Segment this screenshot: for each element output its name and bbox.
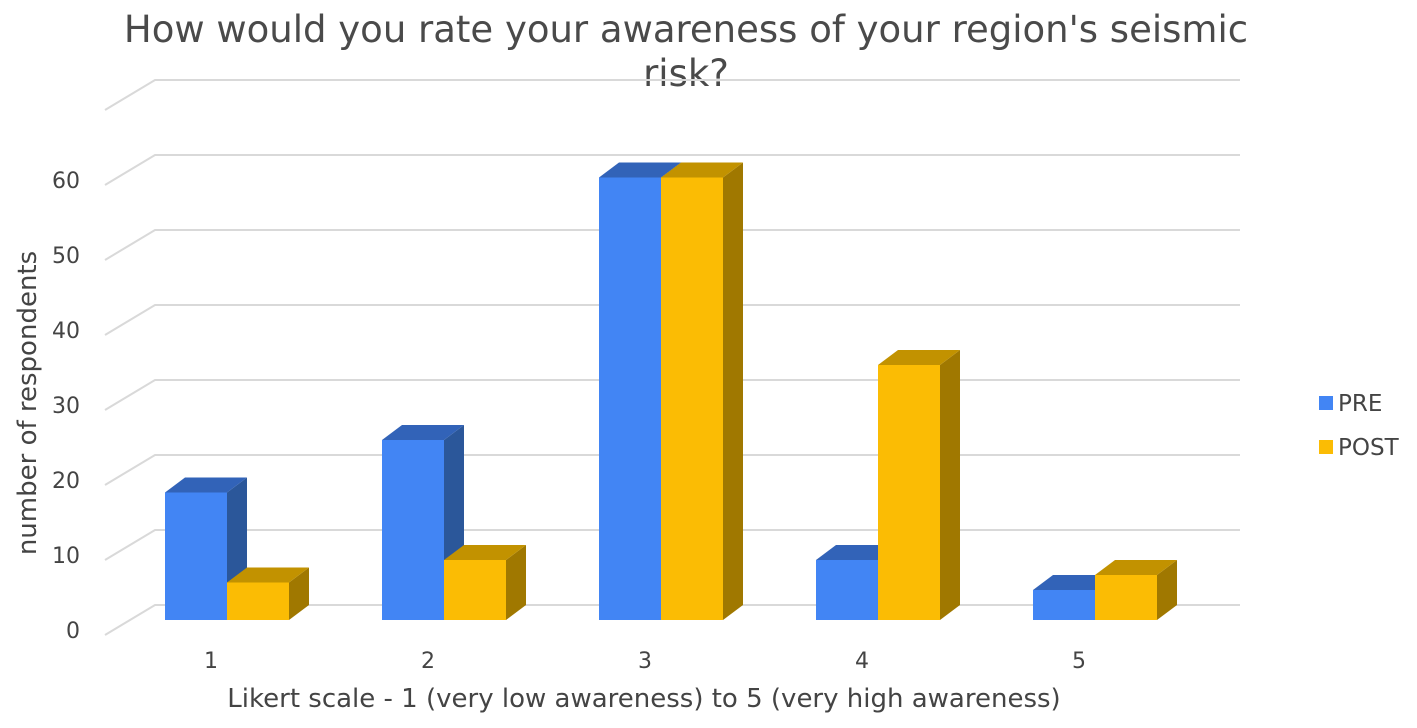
x-axis-title: Likert scale - 1 (very low awareness) to… [227, 684, 1060, 714]
bar-post-5 [1095, 560, 1177, 620]
chart-title-line-1: How would you rate your awareness of you… [124, 8, 1248, 51]
x-tick-label: 3 [638, 649, 652, 674]
y-tick-label: 0 [66, 619, 80, 644]
x-tick-label: 4 [855, 649, 869, 674]
chart-title-line-2: risk? [643, 52, 729, 95]
bar-front-face [816, 560, 878, 620]
bar-front-face [444, 560, 506, 620]
bar-top-face [816, 545, 898, 560]
bar-front-face [878, 365, 940, 620]
bar-post-3 [661, 162, 743, 620]
gridline [104, 154, 1240, 186]
y-axis-title: number of respondents [13, 251, 43, 555]
bar-side-face [1157, 560, 1177, 620]
y-tick-label: 20 [52, 469, 80, 494]
bar-side-face [940, 350, 960, 620]
bar-front-face [165, 492, 227, 620]
bar-top-face [878, 350, 960, 365]
bar-top-face [165, 477, 247, 493]
bar-top-face [1095, 560, 1177, 575]
y-tick-label: 50 [52, 244, 80, 269]
bar-top-face [661, 162, 743, 178]
x-tick-label: 1 [204, 649, 218, 674]
bar-pre-1 [165, 477, 247, 620]
bar-front-face [227, 582, 289, 620]
bar-post-4 [878, 350, 960, 620]
gridline [104, 229, 1240, 261]
bar-post-2 [444, 545, 526, 620]
bar-front-face [1095, 575, 1157, 620]
bar-front-face [599, 177, 661, 620]
x-tick-label: 5 [1072, 649, 1086, 674]
gridlines [104, 79, 1240, 636]
x-tick-label: 2 [421, 649, 435, 674]
y-tick-label: 60 [52, 169, 80, 194]
bar-top-face [1033, 575, 1115, 590]
bar-front-face [1033, 590, 1095, 620]
legend: PRE POST [1319, 391, 1400, 461]
bar-top-face [444, 545, 526, 560]
bar-front-face [382, 440, 444, 620]
bar-post-1 [227, 567, 309, 620]
gridline [104, 79, 1240, 111]
bar-top-face [382, 425, 464, 440]
y-tick-label: 10 [52, 544, 80, 569]
bar-top-face [599, 162, 681, 178]
bar-side-face [723, 162, 743, 620]
gridline [104, 304, 1240, 336]
bar-side-face [506, 545, 526, 620]
legend-swatch-pre [1319, 396, 1333, 410]
y-tick-label: 40 [52, 319, 80, 344]
bar-side-face [289, 567, 309, 620]
legend-swatch-post [1319, 440, 1333, 454]
y-tick-label: 30 [52, 394, 80, 419]
bar-front-face [661, 177, 723, 620]
x-axis-ticks: 1 2 3 4 5 [204, 649, 1086, 674]
legend-label-pre: PRE [1338, 391, 1382, 417]
bar-top-face [227, 567, 309, 583]
bars [165, 162, 1177, 620]
bar-pre-2 [382, 425, 464, 620]
legend-label-post: POST [1338, 435, 1400, 461]
y-axis-ticks: 0 10 20 30 40 50 60 [52, 169, 80, 644]
